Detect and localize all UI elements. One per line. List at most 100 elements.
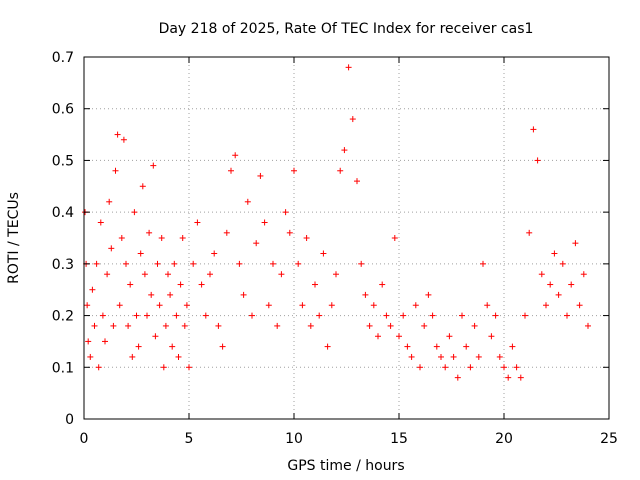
data-point (253, 240, 260, 247)
data-point (538, 271, 545, 278)
axis-ticks (83, 56, 610, 420)
y-tick-label: 0.5 (52, 153, 74, 169)
data-point (391, 235, 398, 241)
data-point (148, 291, 155, 298)
data-point (167, 291, 174, 298)
data-point (522, 312, 528, 319)
data-point (324, 343, 331, 350)
data-point (171, 260, 178, 267)
data-point (291, 167, 297, 174)
data-point (194, 219, 201, 226)
data-point (534, 157, 541, 164)
data-point (349, 116, 356, 123)
data-point (274, 322, 281, 329)
y-tick-label: 0.1 (52, 360, 74, 376)
data-point (379, 281, 386, 288)
data-point (133, 312, 140, 319)
data-point (559, 260, 566, 267)
data-point (186, 364, 192, 371)
data-point (429, 312, 436, 319)
x-tick-label: 10 (285, 431, 303, 447)
data-point (123, 260, 129, 267)
data-point (488, 333, 495, 340)
data-point (328, 302, 335, 309)
data-point (97, 219, 104, 226)
data-point (87, 353, 94, 360)
data-point (236, 260, 243, 267)
data-point (120, 136, 127, 143)
data-point (412, 302, 419, 309)
data-point (106, 198, 113, 205)
data-point (383, 312, 390, 319)
data-point (261, 219, 268, 226)
data-point (433, 343, 440, 350)
data-point (84, 302, 91, 309)
data-points (82, 64, 591, 381)
data-point (257, 172, 264, 179)
data-point (265, 302, 272, 309)
data-point (125, 322, 132, 329)
data-point (585, 322, 591, 329)
data-point (408, 353, 415, 360)
data-point (576, 302, 583, 309)
data-point (492, 312, 499, 319)
data-point (530, 126, 537, 133)
data-point (240, 291, 247, 298)
data-point (555, 291, 562, 298)
data-point (99, 312, 106, 319)
data-point (333, 271, 339, 278)
data-point (158, 235, 165, 241)
data-point (156, 302, 163, 309)
data-point (102, 338, 108, 345)
data-point (446, 333, 453, 340)
data-point (459, 312, 465, 319)
data-point (270, 260, 276, 267)
data-point (282, 209, 289, 216)
data-point (295, 260, 302, 267)
data-point (442, 364, 449, 371)
data-point (160, 364, 167, 371)
y-axis-label: ROTI / TECUs (6, 192, 22, 284)
data-point (517, 374, 524, 381)
data-point (421, 322, 428, 329)
data-point (358, 260, 365, 267)
data-point (169, 343, 176, 350)
plot-frame (83, 56, 610, 420)
data-point (91, 322, 98, 329)
data-point (316, 312, 323, 319)
data-point (110, 322, 117, 329)
data-point (141, 271, 148, 278)
data-point (219, 343, 226, 350)
data-point (144, 312, 150, 319)
data-point (244, 198, 251, 205)
data-point (551, 250, 558, 257)
data-point (152, 333, 159, 340)
y-tick-label: 0.7 (52, 50, 74, 66)
data-point (362, 291, 369, 298)
data-point (207, 271, 213, 278)
data-point (127, 281, 134, 288)
data-point (467, 364, 474, 371)
data-point (183, 302, 190, 309)
data-point (228, 167, 234, 174)
x-axis-label: GPS time / hours (287, 458, 404, 474)
data-point (513, 364, 520, 371)
data-point (299, 302, 306, 309)
data-point (450, 353, 457, 360)
data-point (471, 322, 478, 329)
data-point (463, 343, 470, 350)
grid-lines (84, 57, 609, 419)
data-point (501, 364, 507, 371)
data-point (89, 286, 96, 293)
data-point (286, 229, 293, 236)
data-point (543, 302, 549, 309)
data-point (526, 229, 533, 236)
data-point (568, 281, 575, 288)
data-point (345, 64, 352, 71)
data-point (202, 312, 209, 319)
data-point (116, 302, 123, 309)
data-point (175, 353, 182, 360)
data-point (232, 152, 239, 159)
data-point (509, 343, 516, 350)
